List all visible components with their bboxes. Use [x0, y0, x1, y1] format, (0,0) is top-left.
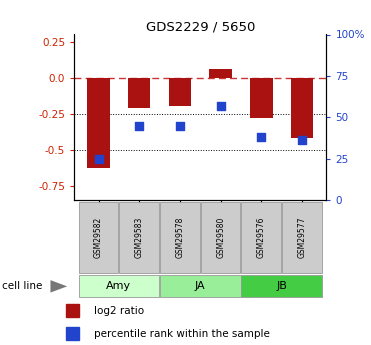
FancyBboxPatch shape: [242, 275, 322, 297]
FancyBboxPatch shape: [79, 201, 118, 273]
Text: GSM29578: GSM29578: [175, 217, 184, 258]
Text: GSM29580: GSM29580: [216, 217, 225, 258]
FancyBboxPatch shape: [119, 201, 159, 273]
FancyBboxPatch shape: [160, 275, 241, 297]
FancyBboxPatch shape: [79, 275, 159, 297]
Bar: [210, 69, 232, 78]
Bar: [128, 78, 151, 108]
Bar: [291, 78, 313, 138]
Bar: [169, 78, 191, 107]
Text: GSM29582: GSM29582: [94, 217, 103, 258]
Text: JA: JA: [195, 282, 206, 291]
Point: [259, 135, 265, 140]
FancyBboxPatch shape: [282, 201, 322, 273]
Point: [218, 103, 224, 108]
Text: log2 ratio: log2 ratio: [93, 306, 144, 316]
Text: percentile rank within the sample: percentile rank within the sample: [93, 329, 269, 339]
Point: [177, 123, 183, 128]
Title: GDS2229 / 5650: GDS2229 / 5650: [146, 20, 255, 33]
Bar: [88, 78, 110, 168]
Bar: [250, 78, 273, 118]
Polygon shape: [50, 280, 67, 293]
Point: [96, 156, 102, 161]
Text: GSM29577: GSM29577: [298, 216, 306, 258]
Text: JB: JB: [276, 282, 287, 291]
Point: [299, 138, 305, 143]
FancyBboxPatch shape: [242, 201, 281, 273]
Text: GSM29576: GSM29576: [257, 216, 266, 258]
Bar: [66, 327, 79, 340]
Bar: [66, 304, 79, 317]
Point: [136, 123, 142, 128]
Text: GSM29583: GSM29583: [135, 217, 144, 258]
Text: cell line: cell line: [2, 282, 42, 291]
FancyBboxPatch shape: [160, 201, 200, 273]
FancyBboxPatch shape: [201, 201, 240, 273]
Text: Amy: Amy: [106, 282, 132, 291]
